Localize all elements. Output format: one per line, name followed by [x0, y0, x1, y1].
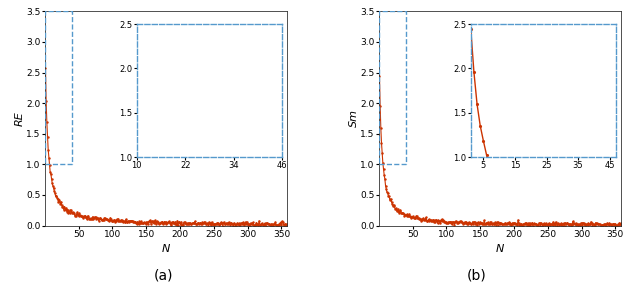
Bar — [380, 11, 406, 164]
Text: (a): (a) — [154, 268, 173, 282]
Y-axis label: RE: RE — [15, 111, 25, 126]
Text: (b): (b) — [467, 268, 486, 282]
X-axis label: N: N — [495, 244, 504, 254]
Bar — [45, 11, 72, 164]
Y-axis label: Sm: Sm — [349, 109, 359, 127]
X-axis label: N: N — [162, 244, 170, 254]
